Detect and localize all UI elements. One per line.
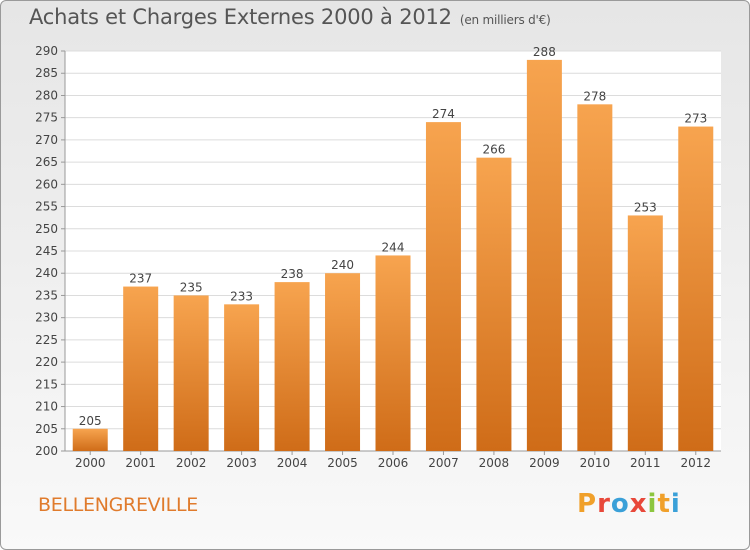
y-tick-label: 215 [35,377,58,391]
x-tick-label: 2000 [75,456,106,470]
data-label: 205 [79,414,102,428]
y-tick-label: 270 [35,133,58,147]
y-tick-label: 280 [35,88,58,102]
y-tick-label: 265 [35,155,58,169]
y-tick-label: 225 [35,333,58,347]
bar [425,122,461,451]
bar [72,428,108,451]
chart-title: Achats et Charges Externes 2000 à 2012 (e… [29,5,551,29]
x-tick-label: 2011 [630,456,661,470]
y-tick-label: 290 [35,44,58,58]
y-tick-label: 230 [35,311,58,325]
y-tick-label: 205 [35,422,58,436]
bar [325,273,361,451]
x-tick-label: 2007 [428,456,459,470]
y-tick-label: 250 [35,222,58,236]
x-tick-label: 2003 [226,456,257,470]
bar [274,282,310,451]
data-label: 278 [583,89,606,103]
logo-letter: t [657,489,671,519]
bar [375,255,411,451]
y-tick-label: 240 [35,266,58,280]
bar [526,59,562,452]
logo-letter: o [610,489,630,519]
chart-unit: (en milliers d'€) [459,13,551,27]
bar [173,295,209,451]
y-tick-label: 260 [35,177,58,191]
bar [476,157,512,451]
bar [577,104,613,451]
data-label: 237 [129,272,152,286]
data-label: 235 [180,280,203,294]
x-tick-label: 2008 [479,456,510,470]
x-tick-label: 2010 [580,456,611,470]
x-tick-label: 2012 [680,456,711,470]
data-label: 244 [382,240,405,254]
y-tick-label: 200 [35,444,58,458]
y-tick-label: 220 [35,355,58,369]
chart-title-text: Achats et Charges Externes 2000 à 2012 [29,5,452,29]
data-label: 253 [634,200,657,214]
y-tick-label: 285 [35,66,58,80]
y-tick-label: 210 [35,400,58,414]
x-tick-label: 2009 [529,456,560,470]
x-tick-label: 2005 [327,456,358,470]
data-label: 288 [533,45,556,59]
y-tick-label: 235 [35,288,58,302]
x-tick-label: 2002 [176,456,207,470]
data-label: 266 [482,143,505,157]
data-label: 233 [230,289,253,303]
bar [627,215,663,451]
data-label: 274 [432,107,455,121]
bar [123,286,159,451]
x-tick-label: 2001 [125,456,156,470]
bar [678,126,714,452]
data-label: 240 [331,258,354,272]
city-name: BELLENGREVILLE [38,494,198,516]
proxiti-logo: Proxiti [577,489,681,519]
y-tick-label: 255 [35,200,58,214]
bar [224,304,260,451]
y-tick-label: 245 [35,244,58,258]
logo-letter: i [647,489,658,519]
logo-letter: r [597,489,611,519]
logo-letter: i [670,489,681,519]
y-tick-label: 275 [35,111,58,125]
logo-letter: x [629,489,648,519]
x-tick-label: 2006 [378,456,409,470]
data-label: 238 [281,267,304,281]
logo-letter: P [577,489,598,519]
data-label: 273 [684,112,707,126]
x-tick-label: 2004 [277,456,308,470]
